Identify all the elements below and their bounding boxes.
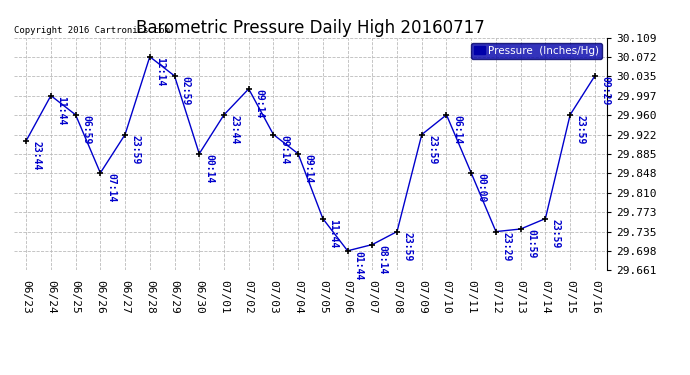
Text: 23:59: 23:59 bbox=[575, 115, 586, 144]
Text: 23:59: 23:59 bbox=[427, 135, 437, 164]
Text: 06:59: 06:59 bbox=[81, 115, 91, 144]
Text: 00:14: 00:14 bbox=[205, 154, 215, 183]
Text: 23:29: 23:29 bbox=[502, 232, 511, 261]
Text: 01:59: 01:59 bbox=[526, 229, 536, 258]
Text: 00:00: 00:00 bbox=[477, 173, 486, 202]
Text: 23:44: 23:44 bbox=[230, 115, 239, 144]
Text: 09:14: 09:14 bbox=[254, 89, 264, 118]
Text: 02:59: 02:59 bbox=[180, 76, 190, 105]
Text: 23:59: 23:59 bbox=[130, 135, 141, 164]
Text: 06:14: 06:14 bbox=[452, 115, 462, 144]
Text: 09:14: 09:14 bbox=[279, 135, 289, 164]
Legend: Pressure  (Inches/Hg): Pressure (Inches/Hg) bbox=[471, 43, 602, 59]
Text: 08:14: 08:14 bbox=[378, 244, 388, 274]
Text: 09:29: 09:29 bbox=[600, 76, 611, 105]
Text: 23:44: 23:44 bbox=[32, 141, 41, 170]
Title: Barometric Pressure Daily High 20160717: Barometric Pressure Daily High 20160717 bbox=[136, 20, 485, 38]
Text: 23:59: 23:59 bbox=[402, 232, 413, 261]
Text: 11:44: 11:44 bbox=[57, 96, 66, 125]
Text: 11:44: 11:44 bbox=[328, 219, 338, 248]
Text: 07:14: 07:14 bbox=[106, 173, 116, 202]
Text: Copyright 2016 Cartronics.com: Copyright 2016 Cartronics.com bbox=[14, 26, 170, 35]
Text: 12:14: 12:14 bbox=[155, 57, 166, 86]
Text: 23:59: 23:59 bbox=[551, 219, 561, 248]
Text: 09:14: 09:14 bbox=[304, 154, 314, 183]
Text: 01:44: 01:44 bbox=[353, 251, 363, 280]
